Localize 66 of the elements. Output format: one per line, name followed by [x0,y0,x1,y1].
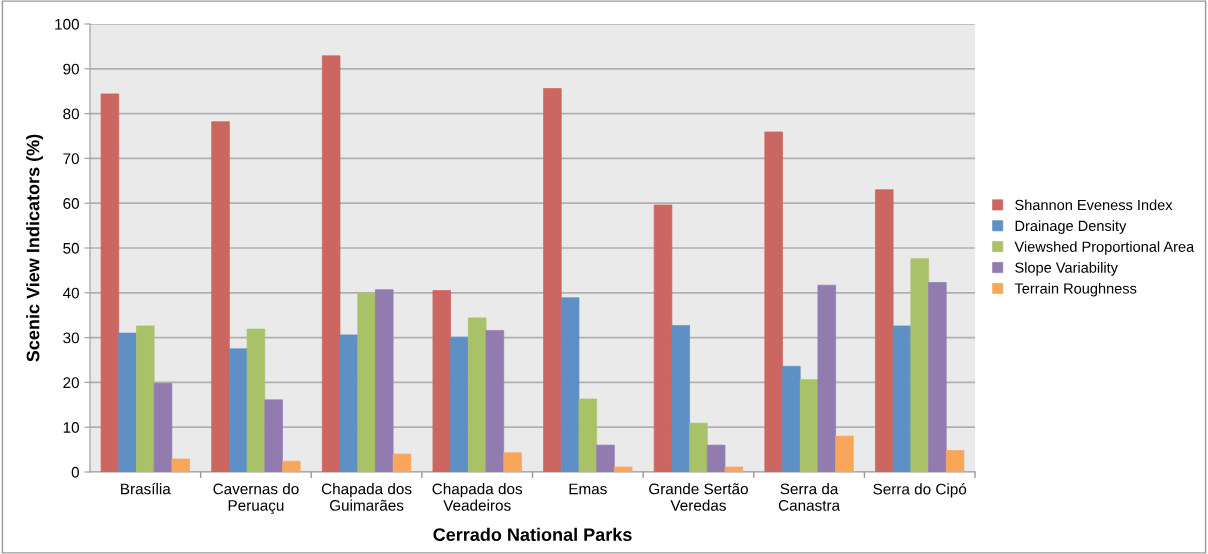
y-tick-label: 90 [63,63,79,75]
x-tick-label: Cavernas do Peruaçu [213,483,299,514]
bar [875,189,894,472]
bar [136,325,155,472]
legend-label: Viewshed Proportional Area [1014,241,1195,255]
bar [910,258,929,472]
bar [118,332,137,472]
bar [392,453,412,472]
x-tick-label: Chapada dos Veadeiros [432,483,523,511]
bar [543,88,562,472]
bar [835,435,854,472]
bar [339,334,359,472]
bar [892,325,912,472]
y-tick-label: 70 [63,153,79,165]
x-tick-label: Grande Sertão Veredas [649,483,748,511]
legend-label: Terrain Roughness [1014,282,1137,297]
bar [596,444,615,472]
bar [100,93,120,472]
bar [503,452,522,472]
bar [614,466,633,472]
y-tick-label: 20 [63,377,79,389]
x-tick-label: Serra da Canastra [778,483,841,511]
legend-label: Shannon Eveness Index [1015,199,1173,211]
bar [282,460,301,472]
bar [653,204,673,472]
bar [357,292,376,472]
y-tick-label: 10 [63,422,79,433]
x-tick-label: Chapada dos Guimarães [321,483,412,511]
bar [706,444,726,472]
y-tick-label: 80 [63,108,79,120]
x-axis-title: Cerrado National Parks [433,527,632,542]
bar [171,458,190,472]
bar [264,399,283,472]
bar [375,289,394,472]
y-tick-label: 50 [63,242,79,254]
bar [799,379,819,472]
bar [689,422,708,472]
y-tick-label: 30 [63,332,79,344]
x-tick-label: Serra do Cipó [873,483,967,498]
bar [153,382,173,472]
bar [246,328,266,472]
y-axis-title: Scenic View Indicators (%) [26,134,43,362]
y-tick-label: 60 [63,198,79,209]
bar [450,336,469,472]
bar [485,330,505,472]
bar [560,297,580,472]
bar [764,131,783,472]
y-tick-label: 100 [55,18,79,30]
bar [467,317,487,472]
y-tick-label: 40 [62,287,79,299]
bar [671,325,690,472]
y-tick-label: 0 [71,466,79,478]
bar [782,365,801,472]
bar [578,398,598,472]
legend-label: Drainage Density [1015,220,1127,234]
bar [211,121,230,472]
bar [724,466,744,472]
x-tick-label: Brasília [121,482,171,495]
bar [817,284,836,472]
bar [945,450,965,472]
legend-label: Slope Variability [1015,262,1118,276]
x-tick-label: Emas [569,483,607,495]
bar [928,282,947,472]
bar [432,290,451,472]
bar [321,55,341,472]
bar [229,348,248,472]
